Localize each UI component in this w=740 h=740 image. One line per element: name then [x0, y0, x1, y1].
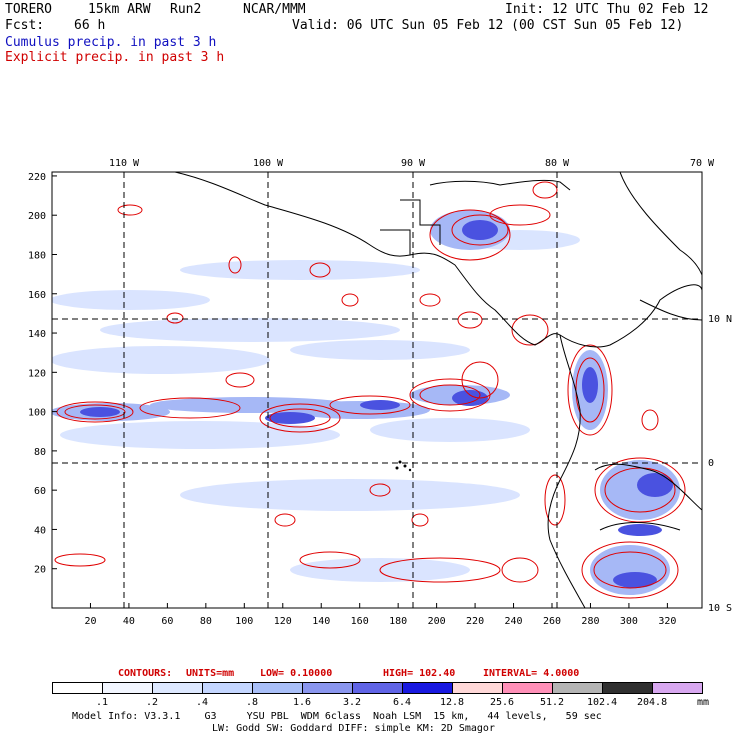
model-info: Model Info: V3.3.1 G3 YSU PBL WDM 6class…: [72, 711, 602, 722]
explicit-legend: Explicit precip. in past 3 h: [5, 50, 225, 65]
init-time: Init: 12 UTC Thu 02 Feb 12: [505, 2, 709, 17]
colorbar-swatch: [302, 682, 353, 694]
lon-label: 90 W: [401, 158, 426, 169]
colorbar-swatch: [152, 682, 203, 694]
x-tick-label: 240: [505, 616, 523, 627]
y-tick-label: 180: [28, 250, 46, 261]
forecast-label: Fcst:: [5, 18, 45, 33]
colorbar-swatch: [52, 682, 103, 694]
contours-units: UNITS=mm: [186, 668, 235, 679]
model-resolution: 15km ARW: [88, 2, 151, 17]
contours-high: HIGH= 102.40: [383, 668, 456, 679]
x-tick-label: 120: [274, 616, 292, 627]
colorbar-swatch: [502, 682, 553, 694]
precip-field: [52, 172, 702, 608]
x-tick-label: 220: [466, 616, 484, 627]
lat-label: 0: [708, 458, 714, 469]
x-tick-label: 320: [658, 616, 676, 627]
y-tick-label: 80: [34, 447, 46, 458]
colorbar-swatch: [102, 682, 153, 694]
x-tick-label: 20: [84, 616, 96, 627]
colorbar-swatch: [452, 682, 503, 694]
x-tick-label: 140: [312, 616, 330, 627]
contours-low: LOW= 0.10000: [260, 668, 333, 679]
colorbar-label: 12.8: [440, 697, 465, 708]
lat-label: 10 S: [708, 603, 732, 614]
colorbar-label: 3.2: [343, 697, 362, 708]
precip-map: 110 W 100 W 90 W 80 W 70 W 10 N 0 10 S 2…: [28, 158, 732, 627]
y-tick-label: 200: [28, 211, 46, 222]
map-frame: [51, 171, 703, 609]
forecast-hour: 66 h: [74, 18, 106, 33]
model-org: NCAR/MMM: [243, 2, 306, 17]
valid-time: Valid: 06 UTC Sun 05 Feb 12 (00 CST Sun …: [292, 18, 684, 33]
colorbar-label: 6.4: [393, 697, 412, 708]
x-tick-label: 40: [123, 616, 135, 627]
x-tick-label: 80: [200, 616, 212, 627]
lat-lon-grid: [52, 172, 702, 608]
colorbar-swatch: [602, 682, 653, 694]
y-tick-label: 220: [28, 172, 46, 183]
colorbar-label: 204.8: [637, 697, 668, 708]
x-tick-label: 200: [428, 616, 446, 627]
x-tick-label: 180: [389, 616, 407, 627]
x-tick-label: 60: [161, 616, 173, 627]
contours-label: CONTOURS:: [118, 668, 173, 679]
model-run: Run2: [170, 2, 202, 17]
x-tick-label: 280: [581, 616, 599, 627]
x-tick-label: 160: [351, 616, 369, 627]
y-tick-label: 100: [28, 408, 46, 419]
x-tick-label: 100: [235, 616, 253, 627]
colorbar-label: 51.2: [540, 697, 565, 708]
cumulus-legend: Cumulus precip. in past 3 h: [5, 35, 217, 50]
model-name: TORERO: [5, 2, 52, 17]
x-tick-label: 260: [543, 616, 561, 627]
colorbar-label: .8: [246, 697, 259, 708]
contours-interval: INTERVAL= 4.0000: [483, 668, 580, 679]
lon-label: 80 W: [545, 158, 570, 169]
colorbar-swatch: [652, 682, 703, 694]
colorbar-label: .2: [146, 697, 159, 708]
y-tick-label: 40: [34, 525, 46, 536]
lon-label: 110 W: [109, 158, 140, 169]
colorbar-swatch: [402, 682, 453, 694]
y-tick-label: 140: [28, 329, 46, 340]
colorbar-units: mm: [697, 697, 710, 708]
colorbar-label: .1: [96, 697, 109, 708]
lat-label: 10 N: [708, 314, 732, 325]
colorbar-label: 1.6: [293, 697, 312, 708]
x-tick-label: 300: [620, 616, 638, 627]
lon-label: 100 W: [253, 158, 284, 169]
y-tick-label: 120: [28, 368, 46, 379]
y-tick-label: 20: [34, 565, 46, 576]
y-tick-label: 160: [28, 290, 46, 301]
colorbar-swatch: [252, 682, 303, 694]
colorbar-label: .4: [196, 697, 209, 708]
model-physics: LW: Godd SW: Goddard DIFF: simple KM: 2D…: [212, 723, 495, 734]
lon-label: 70 W: [690, 158, 715, 169]
colorbar-swatch: [352, 682, 403, 694]
y-tick-label: 60: [34, 486, 46, 497]
colorbar-swatch: [552, 682, 603, 694]
colorbar-swatch: [202, 682, 253, 694]
colorbar-label: 25.6: [490, 697, 515, 708]
colorbar-label: 102.4: [587, 697, 618, 708]
